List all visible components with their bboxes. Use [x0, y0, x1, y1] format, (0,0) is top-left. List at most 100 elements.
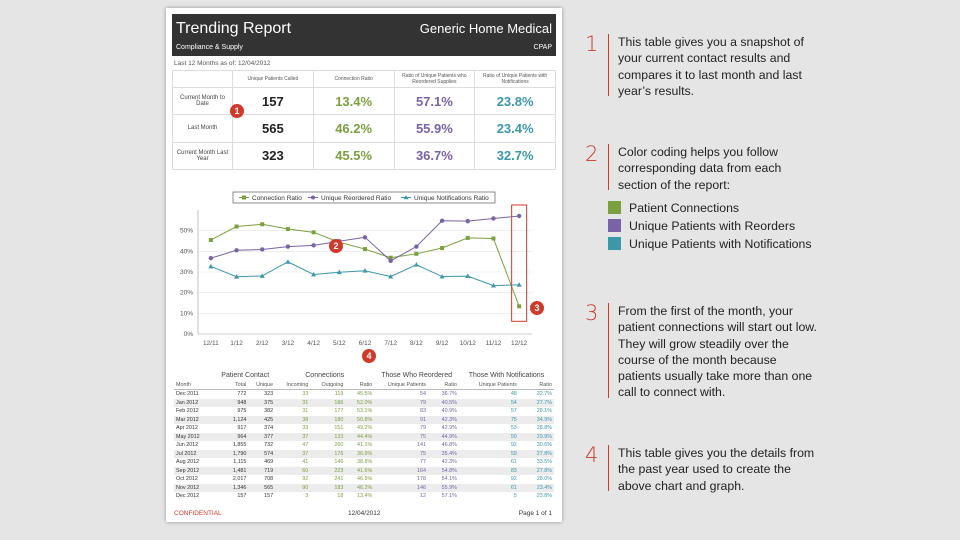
- table-cell: 27.8%: [518, 466, 554, 475]
- product-name: CPAP: [533, 44, 552, 51]
- table-cell: 23.4%: [518, 483, 554, 492]
- table-cell: 41: [302, 459, 309, 466]
- table-cell: 574: [248, 449, 276, 458]
- data-point: [260, 247, 265, 252]
- table-cell: 178: [416, 476, 426, 483]
- table-row: Oct 2012 2,017 708 92 241 46.5% 178 54.1% 92 28.0…: [174, 475, 554, 484]
- table-cell: 75: [374, 432, 428, 441]
- details-column-label: Total: [215, 380, 249, 390]
- data-point: [285, 244, 291, 249]
- table-cell: 46.5%: [356, 476, 373, 483]
- data-point: [516, 213, 522, 219]
- table-cell: Feb 2012: [176, 408, 199, 415]
- table-cell: 57: [510, 408, 517, 415]
- table-cell: 42.9%: [441, 425, 457, 432]
- report-page: Trending Report Compliance & Supply Gene…: [166, 8, 562, 522]
- summary-value-connection: 45.5%: [312, 141, 395, 171]
- data-point: [259, 273, 265, 278]
- table-cell: 75: [458, 415, 519, 424]
- table-cell: 732: [264, 442, 274, 449]
- data-point: [336, 269, 342, 275]
- table-cell: 27.7%: [518, 398, 554, 407]
- table-cell: 28.1%: [536, 408, 552, 415]
- report-subtitle: Compliance & Supply: [176, 44, 243, 51]
- note-divider: [608, 445, 609, 491]
- table-cell: 28.0%: [536, 476, 552, 483]
- table-cell: 92: [510, 476, 517, 483]
- details-column-header: Month Total Unique Incoming Outgoing Ratio Uni…: [174, 380, 554, 390]
- legend-label: Patient Connections: [629, 201, 740, 215]
- table-cell: Jul 2012: [174, 449, 216, 458]
- note-number: 2: [585, 142, 599, 166]
- data-point: [388, 273, 394, 279]
- summary-row-label: Current Month Last Year: [172, 141, 233, 171]
- note-number: 1: [585, 32, 599, 56]
- x-tick-label: 10/12: [460, 340, 477, 347]
- table-cell: 176: [310, 449, 346, 458]
- table-cell: 3: [305, 493, 309, 500]
- table-cell: 35.4%: [427, 449, 459, 458]
- legend-entry: Connection Ratio: [252, 195, 302, 202]
- y-tick-label: 0%: [184, 331, 194, 338]
- table-cell: 45.5%: [356, 391, 373, 398]
- table-cell: 30.6%: [536, 442, 552, 449]
- table-cell: 133: [310, 432, 346, 441]
- table-row: Apr 2012 917 374 33 151 49.2% 79 42.9% 53 28.8%: [174, 424, 554, 433]
- table-cell: 469: [264, 459, 274, 466]
- legend-label: Unique Patients with Reorders: [629, 219, 796, 233]
- table-cell: 37: [275, 449, 311, 458]
- table-cell: 186: [310, 398, 346, 407]
- table-cell: 42.3%: [441, 459, 457, 466]
- summary-header-notification: Ratio of Unique Patients with Notificati…: [474, 70, 556, 88]
- note-number: 3: [585, 301, 599, 325]
- table-row: May 2012 964 377 37 133 44.4% 75 44.9% 50 29.9%: [174, 432, 554, 441]
- notifications-swatch: [608, 237, 621, 250]
- table-cell: 27.8%: [518, 449, 554, 458]
- data-point: [388, 255, 393, 260]
- table-cell: Sep 2012: [174, 466, 216, 475]
- data-point: [465, 235, 470, 240]
- table-cell: 44.4%: [345, 432, 375, 441]
- table-row: Jun 2012 1,855 732 47 260 41.1% 141 46.8% 92 30.6…: [174, 441, 554, 450]
- table-cell: Jun 2012: [176, 442, 199, 449]
- note-divider: [608, 34, 609, 96]
- table-cell: 53: [510, 425, 517, 432]
- x-tick-label: 1/12: [230, 340, 243, 347]
- table-cell: 61: [510, 459, 517, 466]
- table-cell: 157: [237, 493, 247, 500]
- data-point: [362, 235, 368, 240]
- legend-entry: Unique Notifications Ratio: [414, 195, 489, 202]
- footer-page-number: Page 1 of 1: [518, 510, 552, 517]
- table-cell: 79: [419, 425, 426, 432]
- data-point: [388, 258, 393, 264]
- table-cell: 38.8%: [356, 459, 373, 466]
- summary-value-patients: 323: [232, 141, 314, 171]
- details-group-label: [174, 370, 215, 380]
- table-cell: 28.8%: [536, 425, 552, 432]
- table-cell: Dec 2012: [176, 493, 200, 500]
- summary-value-patients: 157: [232, 86, 314, 116]
- table-row: Aug 2012 1,115 469 41 146 38.8% 77 42.3% 61 33.5%: [174, 458, 554, 467]
- table-cell: 32.7%: [536, 391, 552, 398]
- table-cell: 146: [374, 483, 428, 492]
- table-cell: 83: [458, 466, 519, 475]
- table-cell: 183: [310, 483, 346, 492]
- y-tick-label: 40%: [180, 248, 193, 255]
- data-point: [439, 273, 445, 279]
- summary-header-reorder: Ratio of Unique Patients who Reordered S…: [393, 70, 476, 88]
- details-column-label: Ratio: [518, 380, 554, 390]
- table-cell: 75: [374, 449, 428, 458]
- table-cell: 151: [334, 425, 344, 432]
- footer-date: 12/04/2012: [348, 510, 381, 517]
- table-cell: 377: [248, 432, 276, 441]
- table-cell: Jan 2012: [174, 398, 216, 407]
- table-cell: 1,124: [215, 415, 249, 424]
- summary-value-connection: 46.2%: [312, 114, 395, 143]
- x-tick-label: 2/12: [256, 340, 269, 347]
- table-cell: Aug 2012: [176, 459, 200, 466]
- trend-line-chart: 0% 10% 20% 30% 40% 50% 12/11 1/12 2/12 3/12 4/12 5/…: [180, 191, 532, 347]
- table-row: Jan 2012 948 375 31 186 52.0% 79 40.5% 54 27.7%: [174, 398, 554, 407]
- table-cell: 46.2%: [345, 483, 375, 492]
- table-cell: 55.9%: [427, 483, 459, 492]
- x-tick-label: 9/12: [436, 340, 449, 347]
